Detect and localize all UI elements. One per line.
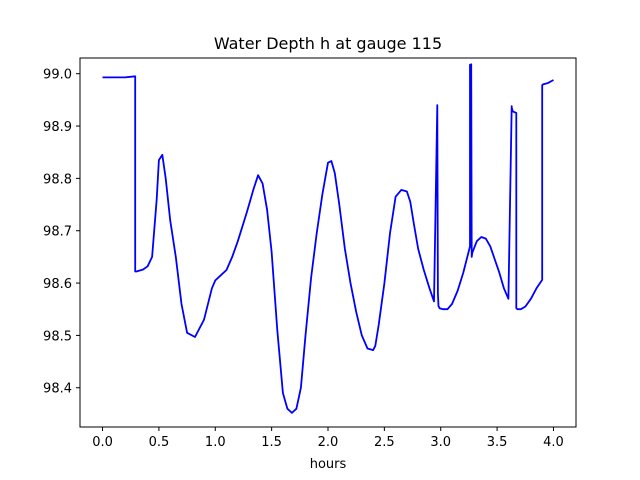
y-tick-label: 98.5	[43, 329, 72, 344]
x-tick-label: 1.0	[205, 435, 226, 450]
x-tick-label: 4.0	[543, 435, 564, 450]
x-tick-label: 2.5	[374, 435, 395, 450]
y-tick-label: 98.6	[43, 277, 72, 292]
x-axis: 0.0 0.5 1.0 1.5 2.0 2.5 3.0 3.5 4.0	[92, 427, 564, 450]
x-axis-label: hours	[310, 457, 347, 472]
y-tick-label: 99.0	[43, 68, 72, 83]
x-tick-label: 3.0	[430, 435, 451, 450]
x-tick-label: 3.5	[487, 435, 508, 450]
x-tick-label: 0.5	[149, 435, 170, 450]
series-line	[102, 63, 554, 414]
x-tick-label: 1.5	[261, 435, 282, 450]
y-axis: 98.4 98.5 98.6 98.7 98.8 98.9 99.0	[43, 68, 80, 397]
x-tick-label: 2.0	[318, 435, 339, 450]
y-tick-label: 98.8	[43, 172, 72, 187]
y-tick-label: 98.7	[43, 225, 72, 240]
chart-title: Water Depth h at gauge 115	[214, 34, 442, 53]
x-tick-label: 0.0	[92, 435, 113, 450]
series-layer	[102, 63, 554, 414]
axes-frame	[79, 57, 577, 428]
plot-area: 0.0 0.5 1.0 1.5 2.0 2.5 3.0 3.5 4.0 98.4 98.5 98.6…	[43, 57, 577, 450]
y-tick-label: 98.9	[43, 120, 72, 135]
y-tick-label: 98.4	[43, 382, 72, 397]
